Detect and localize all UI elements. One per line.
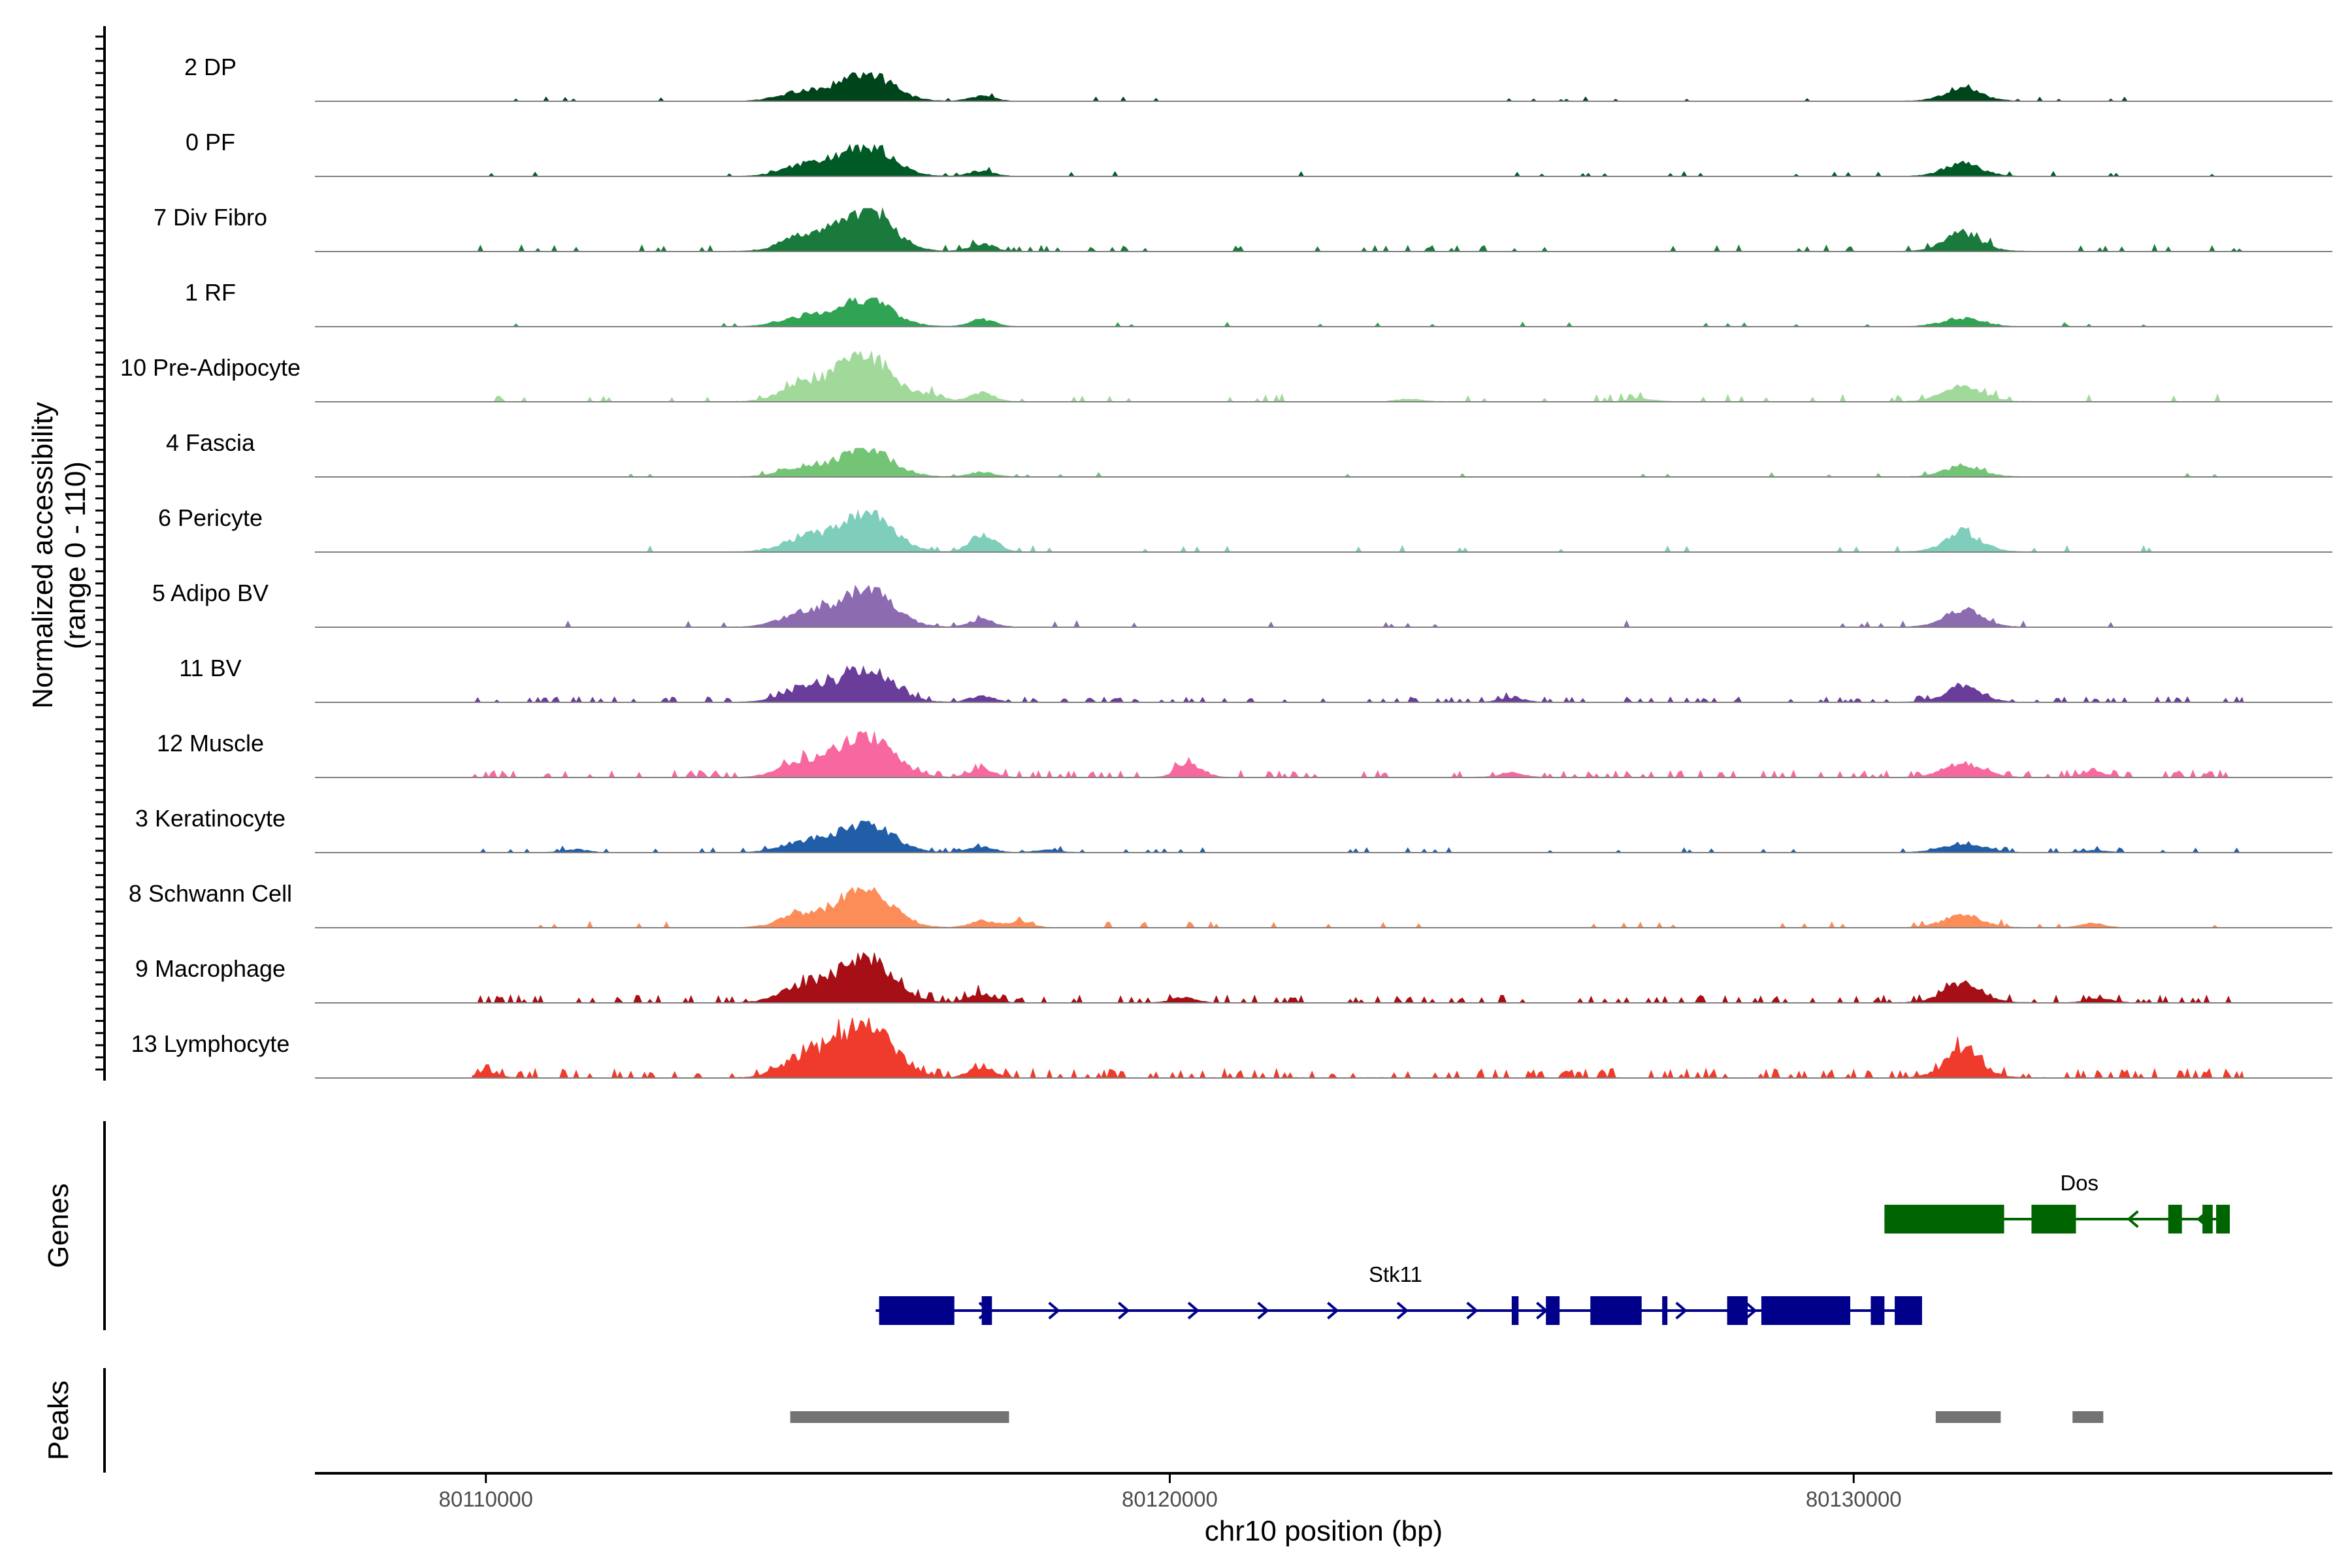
coverage-track: 5 Adipo BV: [152, 580, 2332, 628]
gene-track: Dos Stk11: [875, 1171, 2230, 1325]
gene-exon: [1884, 1205, 2004, 1233]
track-label: 5 Adipo BV: [152, 580, 269, 606]
track-label: 2 DP: [184, 54, 237, 80]
gene-model: Dos: [1884, 1171, 2230, 1233]
strand-arrow-icon: [1466, 1301, 1478, 1320]
peaks-track-label: Peaks: [42, 1380, 74, 1460]
coverage-tracks: 2 DP 0 PF 7 Div Fibro 1 RF 10 Pre-Adipocyte 4…: [120, 54, 2332, 1079]
y-axis-title-line1: Normalized accessibility: [27, 402, 59, 708]
gene-exon: [1511, 1296, 1519, 1325]
peak-track: [790, 1411, 2104, 1423]
peak-region: [2072, 1411, 2104, 1423]
track-label: 8 Schwann Cell: [129, 880, 292, 907]
track-label: 1 RF: [185, 279, 236, 306]
strand-arrow-icon: [1187, 1301, 1200, 1320]
gene-exon: [2031, 1205, 2076, 1233]
coverage-track: 12 Muscle: [157, 730, 2332, 779]
peak-region: [1935, 1411, 2001, 1423]
x-axis: 80110000 80120000 80130000: [315, 1472, 2332, 1511]
peak-region: [790, 1411, 1009, 1423]
strand-arrow-icon: [1675, 1301, 1688, 1320]
gene-exon: [2168, 1205, 2182, 1233]
x-axis-tick-label: 80120000: [1122, 1487, 1218, 1511]
track-label: 0 PF: [186, 129, 235, 155]
strand-arrow-icon: [1396, 1301, 1409, 1320]
coverage-y-axis: [95, 26, 106, 1081]
track-label: 6 Pericyte: [158, 504, 263, 531]
coverage-track: 7 Div Fibro: [154, 204, 2332, 252]
strand-arrow-icon: [1257, 1301, 1269, 1320]
gene-exon: [1761, 1296, 1851, 1325]
genes-track-label: Genes: [42, 1183, 74, 1268]
strand-arrow-icon: [1327, 1301, 1339, 1320]
track-label: 12 Muscle: [157, 730, 264, 757]
gene-exon: [2202, 1205, 2213, 1233]
coverage-track: 10 Pre-Adipocyte: [120, 350, 2332, 402]
coverage-track: 11 BV: [179, 655, 2332, 703]
coverage-track: 1 RF: [185, 279, 2332, 327]
gene-exon: [1870, 1296, 1885, 1325]
strand-arrow-icon: [2127, 1210, 2139, 1228]
coverage-track: 9 Macrophage: [135, 952, 2332, 1004]
gene-exon: [1895, 1296, 1922, 1325]
gene-exon: [879, 1296, 955, 1325]
gene-exon: [2216, 1205, 2230, 1233]
coverage-track: 3 Keratinocyte: [135, 805, 2332, 853]
x-axis-title: chr10 position (bp): [1205, 1515, 1443, 1547]
track-label: 13 Lymphocyte: [131, 1030, 290, 1057]
gene-exon: [1727, 1296, 1748, 1325]
coverage-track: 6 Pericyte: [158, 504, 2332, 553]
coverage-track: 8 Schwann Cell: [129, 880, 2332, 928]
x-axis-tick-label: 80110000: [439, 1487, 533, 1511]
strand-arrow-icon: [1048, 1301, 1060, 1320]
coverage-track: 2 DP: [184, 54, 2332, 102]
coverage-track: 4 Fascia: [166, 429, 2332, 478]
gene-label: Stk11: [1369, 1262, 1422, 1286]
track-label: 7 Div Fibro: [154, 204, 267, 231]
y-axis-title-line2: (range 0 - 110): [59, 461, 91, 649]
gene-exon: [1590, 1296, 1642, 1325]
strand-arrow-icon: [1118, 1301, 1130, 1320]
coverage-track: 0 PF: [186, 129, 2332, 177]
gene-exon: [981, 1296, 992, 1325]
coverage-area: [472, 509, 2244, 553]
gene-model: Stk11: [875, 1262, 1922, 1325]
track-label: 4 Fascia: [166, 429, 255, 456]
x-axis-tick-label: 80130000: [1806, 1487, 1902, 1511]
strand-arrow-icon: [1745, 1301, 1757, 1320]
gene-exon: [1546, 1296, 1560, 1325]
track-label: 10 Pre-Adipocyte: [120, 354, 301, 381]
track-label: 11 BV: [179, 655, 241, 681]
gene-label: Dos: [2060, 1171, 2099, 1195]
gene-exon: [1662, 1296, 1668, 1325]
track-label: 3 Keratinocyte: [135, 805, 286, 832]
track-label: 9 Macrophage: [135, 955, 286, 982]
coverage-track: 13 Lymphocyte: [131, 1017, 2332, 1079]
